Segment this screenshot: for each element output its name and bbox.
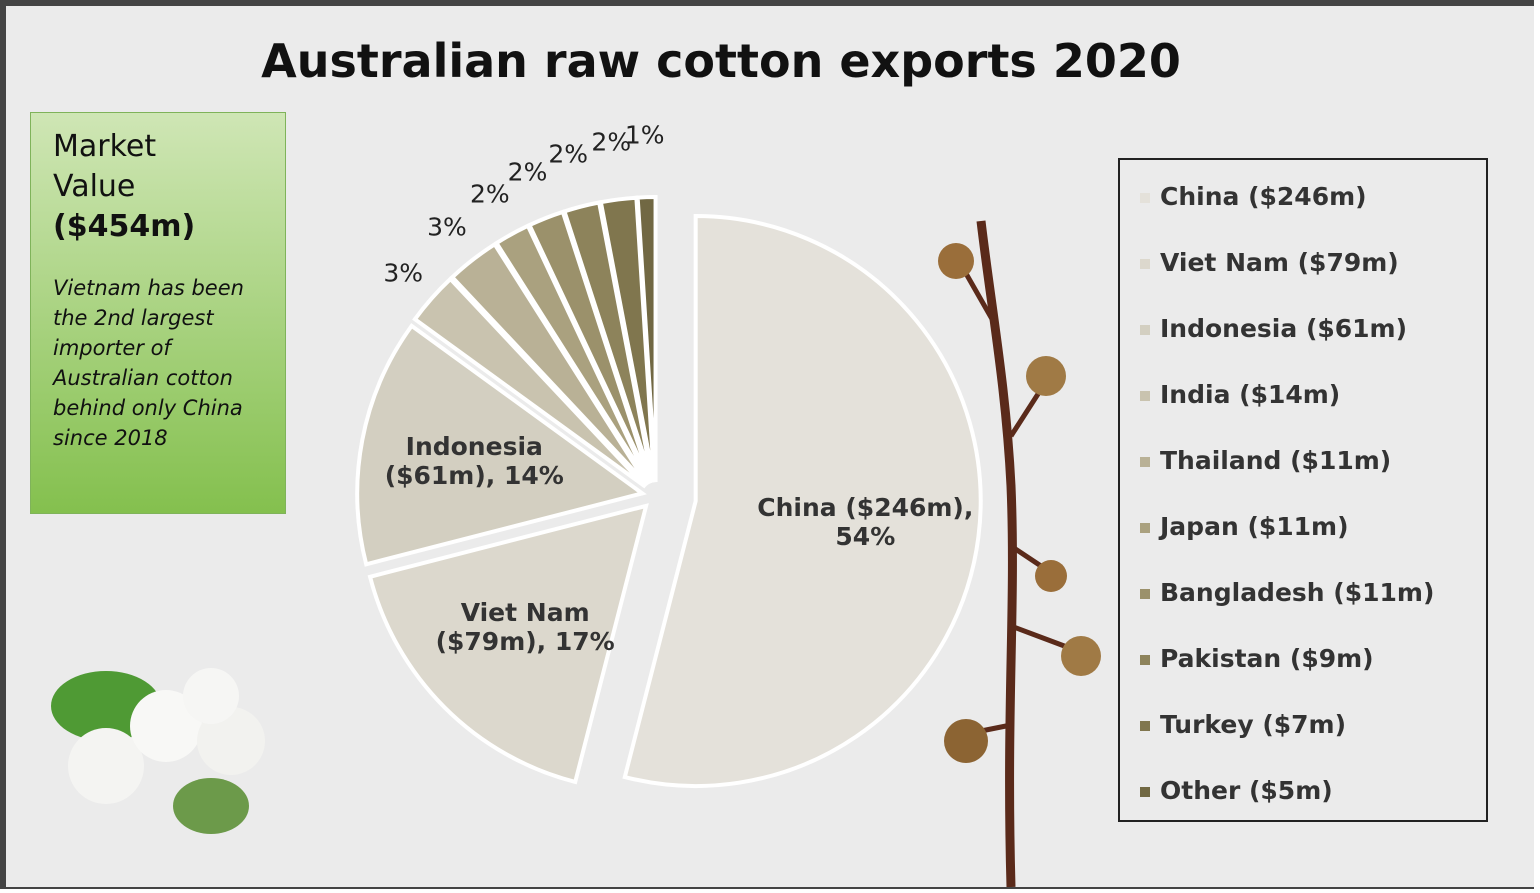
data-label: Indonesia ($61m), 14% (384, 432, 564, 491)
legend-item: China ($246m) (1140, 182, 1367, 212)
legend-label: Viet Nam ($79m) (1160, 248, 1399, 277)
legend-item: Bangladesh ($11m) (1140, 578, 1435, 608)
decoration (51, 220, 1101, 887)
legend-label: Indonesia ($61m) (1160, 314, 1408, 343)
box-note: Vietnam has been the 2nd largest importe… (53, 276, 244, 450)
box-title: Market Value (53, 129, 157, 204)
data-label: 2% (469, 179, 510, 209)
chart-title: Australian raw cotton exports 2020 (261, 34, 1181, 88)
legend-swatch (1140, 193, 1150, 203)
box-value: ($454m) (53, 209, 196, 244)
legend-swatch (1140, 655, 1150, 665)
data-label: 2% (507, 157, 548, 186)
data-label: 3% (427, 212, 467, 242)
legend-label: Other ($5m) (1160, 776, 1333, 805)
legend-item: Turkey ($7m) (1140, 710, 1347, 740)
pie (355, 195, 983, 789)
data-label: Viet Nam ($79m), 17% (435, 597, 615, 656)
legend-swatch (1140, 259, 1150, 269)
legend-item: Thailand ($11m) (1140, 446, 1392, 476)
legend-swatch (1140, 721, 1150, 731)
legend-swatch (1140, 325, 1150, 335)
legend-label: India ($14m) (1160, 380, 1341, 409)
legend-item: Japan ($11m) (1140, 512, 1349, 542)
pie-slice (367, 503, 649, 785)
data-label: 3% (383, 258, 424, 288)
legend-label: Bangladesh ($11m) (1160, 578, 1435, 607)
legend-label: Turkey ($7m) (1160, 710, 1347, 739)
legend-swatch (1140, 457, 1150, 467)
data-label: China ($246m), 54% (757, 493, 974, 552)
data-label: 1% (624, 120, 665, 150)
data-label: 2% (548, 139, 589, 169)
legend-label: Thailand ($11m) (1160, 446, 1392, 475)
legend-swatch (1140, 391, 1150, 401)
pie-slice (355, 323, 647, 567)
legend-item: Viet Nam ($79m) (1140, 248, 1399, 278)
legend-swatch (1140, 589, 1150, 599)
legend-item: Pakistan ($9m) (1140, 644, 1374, 674)
legend-item: India ($14m) (1140, 380, 1341, 410)
legend-swatch (1140, 787, 1150, 797)
pie-slice (449, 241, 650, 487)
legend-label: Japan ($11m) (1160, 512, 1349, 541)
market-box: Market Value ($454m) Vietnam has been th… (30, 112, 286, 514)
legend-item: Indonesia ($61m) (1140, 314, 1408, 344)
pie-slice (622, 214, 983, 789)
legend-label: China ($246m) (1160, 182, 1367, 211)
legend-swatch (1140, 523, 1150, 533)
legend: China ($246m) Viet Nam ($79m) Indonesia ($… (1118, 158, 1488, 822)
legend-item: Other ($5m) (1140, 776, 1333, 806)
chart (51, 195, 1101, 887)
legend-label: Pakistan ($9m) (1160, 644, 1374, 673)
pie-slice (412, 276, 647, 489)
pie-slice (635, 195, 658, 483)
data-label: 2% (591, 127, 632, 157)
